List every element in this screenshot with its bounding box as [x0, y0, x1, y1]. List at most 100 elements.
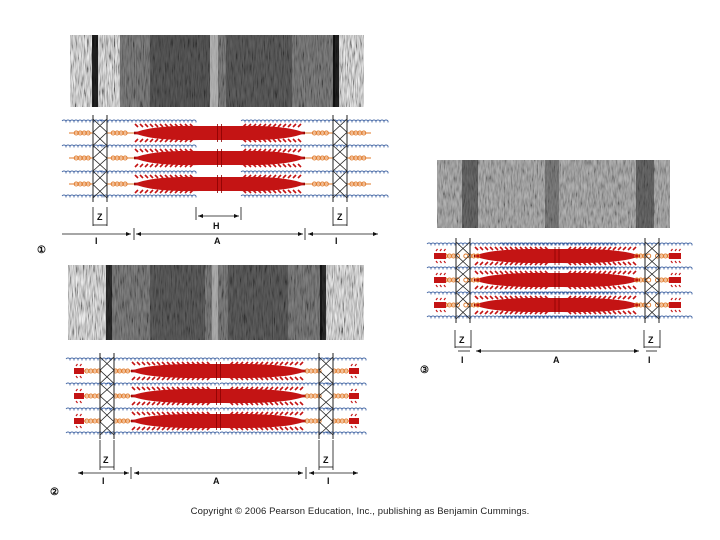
myosin-head: [247, 174, 252, 194]
actin-filament: [99, 194, 197, 198]
actin-filament: [499, 291, 653, 295]
myosin-head: [174, 174, 179, 194]
actin-filament: [99, 119, 197, 123]
myosin-head: [201, 361, 206, 381]
neighbour-myosin-head: [435, 272, 438, 276]
band-labels-1: Z Z H I A I ①: [37, 207, 378, 256]
h-label-1: H: [213, 221, 220, 231]
myosin-thick-filament: [134, 150, 305, 166]
myosin-head: [294, 386, 299, 406]
actin-filament: [339, 194, 389, 198]
myosin-head: [509, 246, 514, 266]
myosin-head: [257, 123, 262, 143]
neighbour-myosin-head: [674, 248, 677, 252]
myosin-head: [254, 411, 259, 431]
myosin-head: [154, 148, 159, 168]
myosin-head: [587, 246, 592, 266]
myosin-head: [602, 295, 607, 315]
neighbour-myosin-head: [435, 260, 438, 264]
myosin-head: [262, 123, 267, 143]
sarcomere-diagram-2: [65, 353, 367, 439]
neighbour-myosin-head: [79, 388, 82, 392]
myosin-head: [489, 246, 494, 266]
titin-coil: [122, 155, 128, 161]
neighbour-myosin: [434, 253, 446, 259]
actin-filament: [219, 431, 329, 435]
neighbour-myosin: [669, 302, 681, 308]
myosin-head: [189, 123, 194, 143]
myosin-head: [577, 246, 582, 266]
myosin-head: [144, 174, 149, 194]
titin-coil: [646, 302, 652, 308]
z-label-1b: Z: [337, 212, 343, 222]
myosin-head: [272, 148, 277, 168]
myosin-head: [264, 411, 269, 431]
myosin-thick-filament: [474, 297, 640, 313]
myosin-head: [164, 174, 169, 194]
actin-filament: [651, 315, 693, 319]
myosin-head: [179, 123, 184, 143]
myosin-head: [592, 246, 597, 266]
myosin-head: [144, 148, 149, 168]
actin-filament: [99, 144, 197, 148]
titin-coil: [125, 393, 131, 399]
myosin-head: [514, 246, 519, 266]
myosin-head: [169, 148, 174, 168]
myosin-head: [602, 246, 607, 266]
neighbour-myosin-head: [75, 388, 78, 392]
myosin-head: [577, 295, 582, 315]
myosin-head: [254, 361, 259, 381]
band-labels-3: Z Z I A I ③: [420, 330, 661, 376]
myosin-head: [242, 148, 247, 168]
titin-coil: [85, 130, 91, 136]
i-label-1b: I: [335, 236, 338, 246]
myosin-head: [607, 270, 612, 290]
myosin-head: [272, 174, 277, 194]
myosin-head: [534, 295, 539, 315]
myosin-head: [269, 411, 274, 431]
myosin-head: [519, 246, 524, 266]
myosin-head: [234, 411, 239, 431]
neighbour-myosin-head: [439, 260, 442, 264]
myosin-head: [534, 270, 539, 290]
neighbour-myosin-head: [435, 297, 438, 301]
myosin-head: [499, 270, 504, 290]
myosin-head: [289, 411, 294, 431]
neighbour-myosin-head: [670, 248, 673, 252]
myosin-head: [632, 246, 637, 266]
myosin-head: [287, 123, 292, 143]
myosin-head: [287, 174, 292, 194]
myosin-head: [274, 411, 279, 431]
myosin-head: [524, 295, 529, 315]
myosin-head: [489, 270, 494, 290]
myosin-head: [184, 123, 189, 143]
myosin-head: [161, 361, 166, 381]
myosin-head: [612, 270, 617, 290]
myosin-head: [617, 270, 622, 290]
myosin-head: [242, 174, 247, 194]
myosin-head: [229, 411, 234, 431]
myosin-head: [252, 148, 257, 168]
myosin-head: [494, 295, 499, 315]
myosin-head: [529, 295, 534, 315]
neighbour-myosin-head: [435, 284, 438, 288]
myosin-head: [206, 411, 211, 431]
neighbour-myosin: [669, 253, 681, 259]
neighbour-myosin-head: [439, 309, 442, 313]
myosin-thick-filament: [474, 248, 640, 264]
z-label-2a: Z: [103, 455, 109, 465]
neighbour-myosin-head: [350, 388, 353, 392]
myosin-head: [474, 246, 479, 266]
myosin-head: [269, 361, 274, 381]
myosin-head: [582, 270, 587, 290]
titin-coil: [646, 277, 652, 283]
neighbour-myosin-head: [79, 375, 82, 379]
myosin-head: [186, 386, 191, 406]
titin-coil: [96, 393, 102, 399]
myosin-head: [151, 361, 156, 381]
myosin-head: [141, 361, 146, 381]
myosin-head: [166, 411, 171, 431]
neighbour-myosin-head: [79, 363, 82, 367]
myosin-thick-filament: [134, 125, 305, 141]
band-labels-2: Z Z I A I ②: [50, 440, 358, 498]
